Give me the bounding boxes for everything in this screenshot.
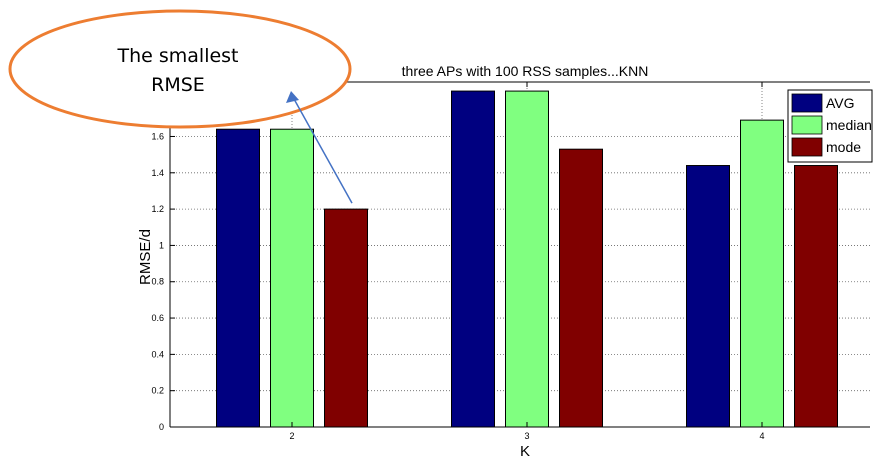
y-tick-label: 0.6 [151,313,164,323]
y-tick-label: 1.2 [151,204,164,214]
y-tick-label: 1.4 [151,168,164,178]
legend-swatch-mode [791,137,823,157]
bar-mode-k2 [324,208,368,428]
y-tick-label: 1.6 [151,131,164,141]
y-axis-label: RMSE/d [137,229,154,285]
bar-mode-k4 [794,165,838,428]
x-tick-labels: 2 3 4 [289,431,764,441]
legend: AVG median mode [787,89,873,163]
x-tick-label: 4 [759,431,764,441]
callout-ellipse [8,9,352,129]
bar-median-k2 [270,128,314,428]
y-tick-label: 0.2 [151,386,164,396]
x-tick-label: 2 [289,431,294,441]
callout-line-2: RMSE [151,74,205,96]
legend-swatch-median [791,115,823,135]
bar-mode-k3 [559,148,603,428]
y-tick-label: 0.8 [151,277,164,287]
callout-line-1: The smallest [116,45,238,67]
legend-label-median: median [826,117,872,133]
x-tick-label: 3 [524,431,529,441]
legend-swatch-AVG [791,93,823,113]
y-tick-label: 0.4 [151,349,164,359]
bars [216,90,838,428]
x-axis-label: K [520,443,530,460]
legend-label-mode: mode [826,139,861,155]
bar-median-k3 [505,90,549,428]
y-tick-labels: 0 0.2 0.4 0.6 0.8 1 1.2 1.4 1.6 [151,131,164,432]
legend-label-AVG: AVG [826,95,855,111]
y-tick-label: 1 [159,240,164,250]
callout-arrow [286,91,353,204]
bar-median-k4 [740,119,784,428]
chart-title: three APs with 100 RSS samples...KNN [402,63,649,79]
bar-AVG-k4 [686,165,730,428]
bar-AVG-k2 [216,128,260,428]
y-tick-label: 0 [159,422,164,432]
callout-arrow-shaft [293,98,353,204]
callout-arrow-head [286,91,299,103]
bar-AVG-k3 [451,90,495,428]
